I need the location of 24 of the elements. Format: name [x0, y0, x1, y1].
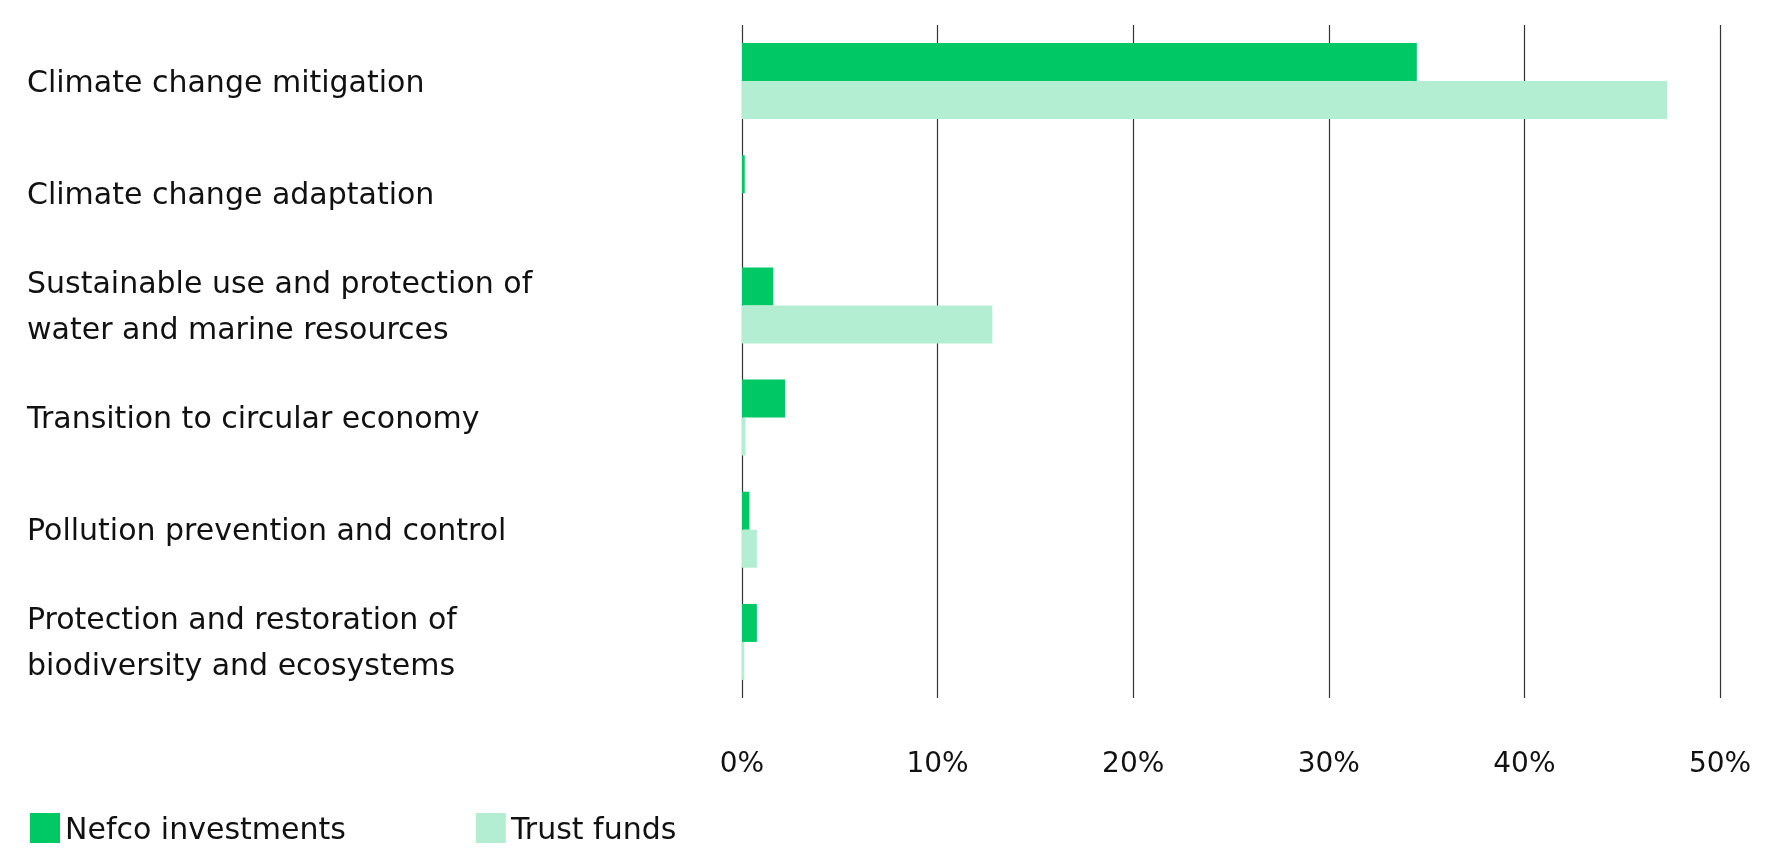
bar: [742, 529, 757, 568]
legend-label: Trust funds: [509, 810, 677, 846]
bar: [742, 267, 774, 306]
x-tick-label: 40%: [1493, 745, 1556, 779]
y-tick-label: Transition to circular economy: [26, 400, 480, 436]
y-tick-label: Sustainable use and protection of water and marine resources: [27, 264, 534, 346]
bar: [742, 603, 757, 642]
y-tick-label: Protection and restoration of biodiversity and ecosystems: [27, 601, 459, 683]
bar: [742, 155, 745, 194]
legend-label: Nefco investments: [65, 810, 346, 846]
bar: [742, 305, 993, 344]
bar: [742, 81, 1668, 120]
x-tick-label: 10%: [906, 745, 969, 779]
x-tick-label: 20%: [1102, 745, 1165, 779]
bar: [742, 379, 786, 418]
bar: [742, 491, 750, 530]
x-tick-label: 0%: [719, 745, 765, 779]
bar: [742, 43, 1417, 82]
bar: [742, 417, 746, 456]
y-tick-label: Climate change mitigation: [27, 63, 425, 99]
x-tick-label: 50%: [1688, 745, 1752, 779]
y-tick-label: Climate change adaptation: [27, 175, 435, 211]
y-tick-label: Pollution prevention and control: [27, 512, 507, 548]
x-tick-label: 30%: [1297, 745, 1360, 779]
